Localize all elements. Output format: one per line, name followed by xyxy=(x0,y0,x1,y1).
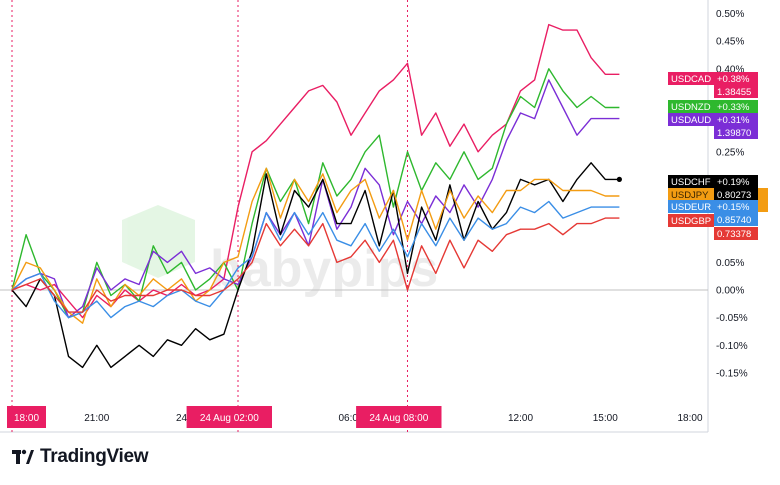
time-tick-label: 06:00 xyxy=(338,413,363,424)
symbol-tag-price-bg xyxy=(714,213,758,226)
price-tick-label: 0.45% xyxy=(716,37,744,48)
symbol-tag-change: +0.19% xyxy=(717,177,750,188)
series-line-usdaud[interactable] xyxy=(11,79,620,319)
symbol-tag-name: USDCAD xyxy=(671,74,711,85)
symbol-tag-usdnzd xyxy=(668,100,714,113)
series-line-usdchf[interactable] xyxy=(11,162,620,369)
time-axis[interactable]: 18:00 21:00 24 24 Aug 02:00 06:00 24 Aug 08:0… xyxy=(7,406,703,428)
time-tick-label: 24 Aug 08:00 xyxy=(369,413,428,424)
symbol-tag-name: USDAUD xyxy=(671,115,711,126)
brand-name: TradingView xyxy=(40,446,149,467)
symbol-tag-usdchf xyxy=(668,175,714,188)
tradingview-brand[interactable]: TradingView xyxy=(12,446,149,468)
time-tick-label: 24 xyxy=(176,413,188,424)
watermark: babypips xyxy=(122,205,438,298)
series-layer xyxy=(11,23,622,369)
price-tick-label: -0.15% xyxy=(716,368,748,379)
price-tick-label: 0.05% xyxy=(716,258,744,269)
symbol-tag-price: 1.38455 xyxy=(717,87,751,98)
symbol-tag-usdjpy xyxy=(668,188,714,201)
session-lines xyxy=(11,0,408,432)
watermark-logo-icon xyxy=(122,205,195,278)
series-line-usdeur[interactable] xyxy=(11,200,620,319)
symbol-tag-name: USDCHF xyxy=(671,177,711,188)
time-tick-label: 15:00 xyxy=(593,413,618,424)
usdjpy-edge-marker xyxy=(758,188,768,212)
symbol-tag-change-bg xyxy=(714,100,758,113)
symbol-tag-change-bg xyxy=(714,113,758,126)
symbol-tag-name: USDGBP xyxy=(671,216,711,227)
symbol-tag-usdcad xyxy=(668,72,714,85)
watermark-text: babypips xyxy=(210,240,438,298)
price-tick-label: 0.25% xyxy=(716,147,744,158)
symbol-tag-price-bg xyxy=(714,85,758,98)
symbol-tag-name: USDNZD xyxy=(671,102,711,113)
time-tick-label: 18:00 xyxy=(14,413,39,424)
symbol-tag-price: 0.85740 xyxy=(717,215,751,226)
time-tick-label: 21:00 xyxy=(84,413,109,424)
symbol-tag-name: USDJPY xyxy=(671,190,709,201)
series-endpoint-usdchf xyxy=(616,176,622,182)
tradingview-logo-icon xyxy=(12,449,34,464)
symbol-tag-price: 0.80273 xyxy=(717,190,751,201)
symbol-tag-price-bg xyxy=(714,227,758,240)
series-line-usdjpy[interactable] xyxy=(11,167,620,324)
symbol-tag-change-bg xyxy=(714,72,758,85)
symbol-tag-price: 0.73378 xyxy=(717,229,751,240)
symbol-tag-name: USDEUR xyxy=(671,202,711,213)
symbol-tag-price-bg xyxy=(714,188,758,201)
time-tick-highlight xyxy=(186,406,272,428)
symbol-tags: USDCAD +0.38% 1.38455 USDNZD +0.33% USDAUD +0.… xyxy=(668,72,768,240)
symbol-tag-change: +0.38% xyxy=(717,74,750,85)
symbol-tag-price-bg xyxy=(714,126,758,139)
symbol-tag-usdeur xyxy=(668,200,714,213)
price-axis[interactable]: 0.50% 0.45% 0.40% 0.25% 0.05% 0.00% -0.05% -0.1… xyxy=(716,9,748,379)
price-tick-label: -0.10% xyxy=(716,341,748,352)
time-tick-label: 12:00 xyxy=(508,413,533,424)
symbol-tag-change-bg xyxy=(714,200,758,213)
time-tick-label: 18:00 xyxy=(677,413,702,424)
time-tick-label: 24 Aug 02:00 xyxy=(200,413,259,424)
price-tick-label: 0.00% xyxy=(716,286,744,297)
symbol-tag-change: +0.33% xyxy=(717,102,750,113)
price-tick-label: -0.05% xyxy=(716,313,748,324)
symbol-tag-change-bg xyxy=(714,175,758,188)
price-tick-label: 0.50% xyxy=(716,9,744,20)
symbol-tag-change: +0.15% xyxy=(717,202,750,213)
time-tick-highlight xyxy=(356,406,442,428)
symbol-tag-usdaud xyxy=(668,113,714,126)
series-line-usdgbp[interactable] xyxy=(11,217,620,313)
symbol-tag-usdgbp xyxy=(668,214,714,227)
price-tick-label: 0.40% xyxy=(716,64,744,75)
symbol-tag-change: +0.31% xyxy=(717,115,750,126)
time-tick-highlight xyxy=(7,406,46,428)
symbol-tag-price: 1.39870 xyxy=(717,128,751,139)
